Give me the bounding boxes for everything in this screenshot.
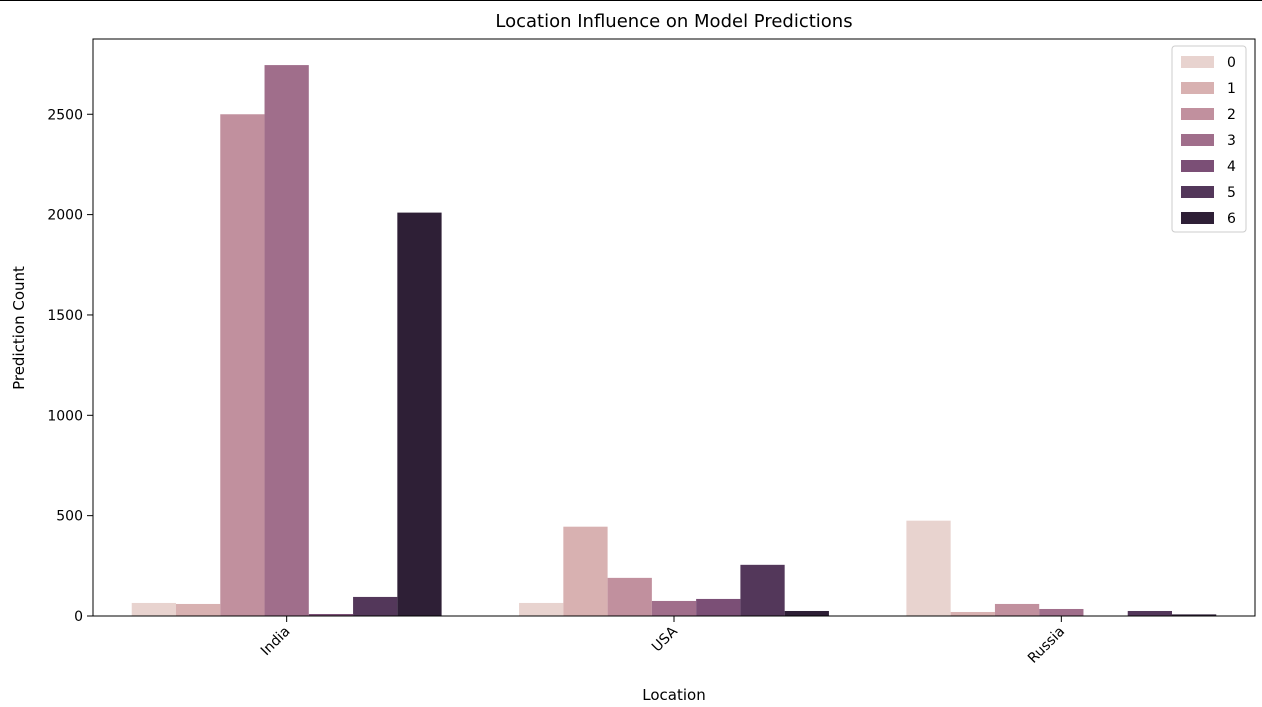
bar-usa-series-5 [740,564,785,616]
legend-label-0: 0 [1227,55,1236,71]
legend-swatch-0 [1181,56,1214,68]
plot-frame [92,38,1256,617]
top-rule [0,0,1262,1]
legend-swatch-1 [1181,82,1214,94]
legend-swatch-5 [1181,186,1214,198]
bar-russia-series-3 [1039,608,1084,616]
bar-usa-series-6 [784,610,829,616]
chart-title: Location Influence on Model Predictions [495,11,852,32]
bar-india-series-6 [397,212,442,616]
bars-group [131,65,1217,617]
x-tick-label-russia: Russia [1025,624,1068,667]
y-axis: 0 500 1000 1500 2000 2500 [47,107,93,625]
x-axis: India USA Russia [258,616,1068,667]
bar-india-series-2 [220,114,265,617]
x-axis-label: Location [642,686,705,704]
bar-russia-series-2 [994,603,1040,616]
legend: 0 1 2 3 4 5 6 [1171,45,1247,233]
y-tick-label: 2000 [47,208,83,224]
bar-usa-series-4 [696,598,741,616]
y-axis-label: Prediction Count [10,266,28,390]
bar-usa-series-2 [607,577,652,616]
legend-swatch-6 [1181,212,1214,224]
legend-label-3: 3 [1227,133,1236,149]
legend-label-4: 4 [1227,159,1236,175]
y-tick-label: 500 [56,509,83,525]
legend-swatch-4 [1181,160,1214,172]
bar-india-series-5 [353,596,398,616]
y-tick-label: 0 [74,609,83,625]
y-tick-label: 1000 [47,408,83,424]
legend-label-6: 6 [1227,211,1236,227]
bar-russia-series-5 [1127,610,1172,616]
legend-label-5: 5 [1227,185,1236,201]
x-tick-label-india: India [258,624,294,660]
legend-swatch-3 [1181,134,1214,146]
bar-india-series-3 [264,65,309,616]
y-tick-label: 1500 [47,308,83,324]
bar-india-series-1 [176,603,221,616]
x-tick-label-usa: USA [649,623,681,655]
legend-label-1: 1 [1227,81,1236,97]
bar-india-series-4 [308,613,354,616]
bar-usa-series-0 [519,602,564,616]
legend-label-2: 2 [1227,107,1236,123]
bar-usa-series-3 [651,600,697,616]
bar-india-series-0 [131,602,176,616]
bar-russia-series-1 [950,611,995,616]
bar-russia-series-6 [1172,614,1217,616]
y-tick-label: 2500 [47,107,83,123]
bar-usa-series-1 [563,526,608,616]
legend-swatch-2 [1181,108,1214,120]
bar-russia-series-0 [906,520,951,616]
